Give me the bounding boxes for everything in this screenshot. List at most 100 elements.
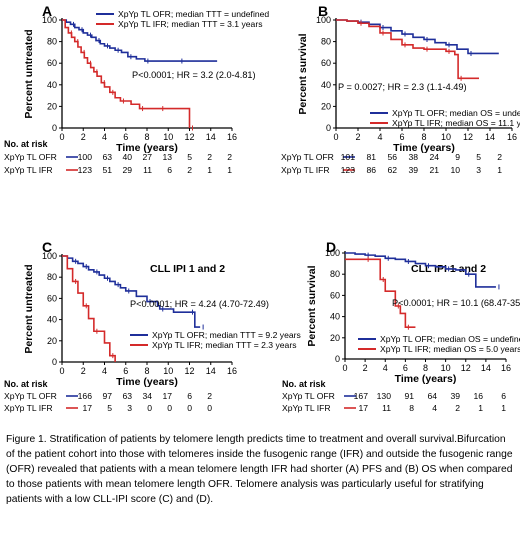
x-tick-label: 0 [59, 132, 64, 142]
risk-count: 11 [382, 403, 391, 413]
risk-count: 1 [501, 403, 506, 413]
risk-count: 21 [429, 165, 439, 175]
risk-count: 17 [82, 403, 92, 413]
y-axis-title: Percent survival [297, 33, 309, 114]
x-tick-label: 4 [383, 363, 388, 373]
x-tick-label: 0 [333, 132, 338, 142]
legend-entry: XpYp TL OFR; median OS = undefined [392, 108, 520, 118]
x-tick-label: 4 [102, 132, 107, 142]
y-axis-title: Percent survival [306, 265, 318, 346]
y-tick-label: 80 [47, 272, 57, 282]
risk-count: 40 [122, 152, 132, 162]
x-tick-label: 16 [501, 363, 511, 373]
x-tick-label: 8 [423, 363, 428, 373]
y-tick-label: 60 [330, 290, 340, 300]
risk-count: 6 [167, 165, 172, 175]
risk-count: 6 [187, 391, 192, 401]
risk-count: 51 [102, 165, 112, 175]
risk-count: 81 [366, 152, 376, 162]
risk-count: 0 [167, 403, 172, 413]
risk-count: 101 [341, 152, 356, 162]
y-tick-label: 80 [330, 269, 340, 279]
legend-entry: XpYp TL OFR; median TTT = undefined [118, 9, 269, 19]
x-tick-label: 6 [123, 132, 128, 142]
y-tick-label: 0 [52, 357, 57, 367]
risk-count: 17 [358, 403, 368, 413]
risk-count: 1 [478, 403, 483, 413]
risk-count: 1 [207, 165, 212, 175]
y-axis-title: Percent untreated [23, 264, 35, 353]
risk-count: 2 [455, 403, 460, 413]
risk-count: 100 [78, 152, 93, 162]
panel-label: B [318, 3, 328, 19]
survival-curve-ofr [62, 255, 201, 328]
y-tick-label: 20 [321, 101, 331, 111]
legend-entry: XpYp TL OFR; median OS = undefined [380, 334, 520, 344]
risk-count: 123 [78, 165, 93, 175]
risk-count: 11 [143, 165, 152, 175]
y-tick-label: 60 [47, 58, 57, 68]
x-tick-label: 8 [144, 366, 149, 376]
risk-row-label: XpYp TL IFR [4, 403, 53, 413]
survival-curve-ifr [62, 255, 116, 362]
risk-count: 39 [408, 165, 418, 175]
risk-table-row: XpYp TL OFR 166 97 63 34 17 6 2 [4, 391, 212, 401]
risk-table-title: No. at risk [282, 379, 327, 389]
figure-caption: Figure 1. Stratification of patients by … [6, 434, 513, 505]
risk-count: 62 [387, 165, 397, 175]
survival-curve-ifr [62, 19, 191, 128]
x-tick-label: 12 [184, 132, 194, 142]
risk-count: 130 [377, 391, 392, 401]
risk-table-row: XpYp TL IFR 123 86 62 39 21 10 3 1 [281, 165, 502, 175]
x-tick-label: 10 [163, 132, 173, 142]
risk-count: 17 [162, 391, 172, 401]
risk-count: 64 [427, 391, 437, 401]
y-tick-label: 60 [47, 293, 57, 303]
x-tick-label: 12 [461, 363, 471, 373]
x-tick-label: 2 [81, 132, 86, 142]
risk-count: 6 [501, 391, 506, 401]
x-tick-label: 14 [481, 363, 491, 373]
risk-count: 10 [450, 165, 460, 175]
y-tick-label: 0 [335, 354, 340, 364]
x-tick-label: 0 [342, 363, 347, 373]
risk-count: 123 [341, 165, 356, 175]
x-tick-label: 14 [206, 366, 216, 376]
legend-entry: XpYp TL IFR; median OS = 11.1 years [392, 118, 520, 128]
x-axis-title: Time (years) [116, 142, 178, 154]
y-tick-label: 20 [47, 336, 57, 346]
risk-count: 86 [366, 165, 376, 175]
risk-count: 3 [476, 165, 481, 175]
y-tick-label: 80 [47, 37, 57, 47]
y-tick-label: 40 [321, 80, 331, 90]
hr-annotation: P = 0.0027; HR = 2.3 (1.1-4.49) [338, 82, 467, 92]
x-tick-label: 10 [441, 132, 451, 142]
hr-annotation: P<0.0001; HR = 4.24 (4.70-72.49) [130, 299, 269, 309]
risk-row-label: XpYp TL OFR [4, 152, 57, 162]
survival-curve-ifr [336, 19, 479, 80]
risk-row-label: XpYp TL IFR [281, 165, 330, 175]
panel-subtitle: CLL IPI 1 and 2 [150, 263, 225, 275]
risk-table-row: XpYp TL OFR 167 130 91 64 39 16 6 [282, 391, 506, 401]
risk-count: 13 [162, 152, 172, 162]
risk-row-label: XpYp TL IFR [4, 165, 53, 175]
x-tick-label: 4 [102, 366, 107, 376]
y-tick-label: 40 [47, 80, 57, 90]
y-tick-label: 60 [321, 58, 331, 68]
y-tick-label: 80 [321, 37, 331, 47]
risk-count: 39 [450, 391, 460, 401]
risk-count: 167 [354, 391, 369, 401]
x-tick-label: 8 [421, 132, 426, 142]
risk-count: 29 [122, 165, 132, 175]
survival-curve-ofr [62, 19, 218, 62]
y-tick-label: 100 [42, 251, 57, 261]
risk-count: 0 [147, 403, 152, 413]
x-tick-label: 0 [59, 366, 64, 376]
risk-row-label: XpYp TL IFR [282, 403, 331, 413]
risk-count: 24 [429, 152, 439, 162]
x-tick-label: 6 [403, 363, 408, 373]
hr-annotation: P<0.0001; HR = 10.1 (68.47-3587) [392, 298, 520, 308]
